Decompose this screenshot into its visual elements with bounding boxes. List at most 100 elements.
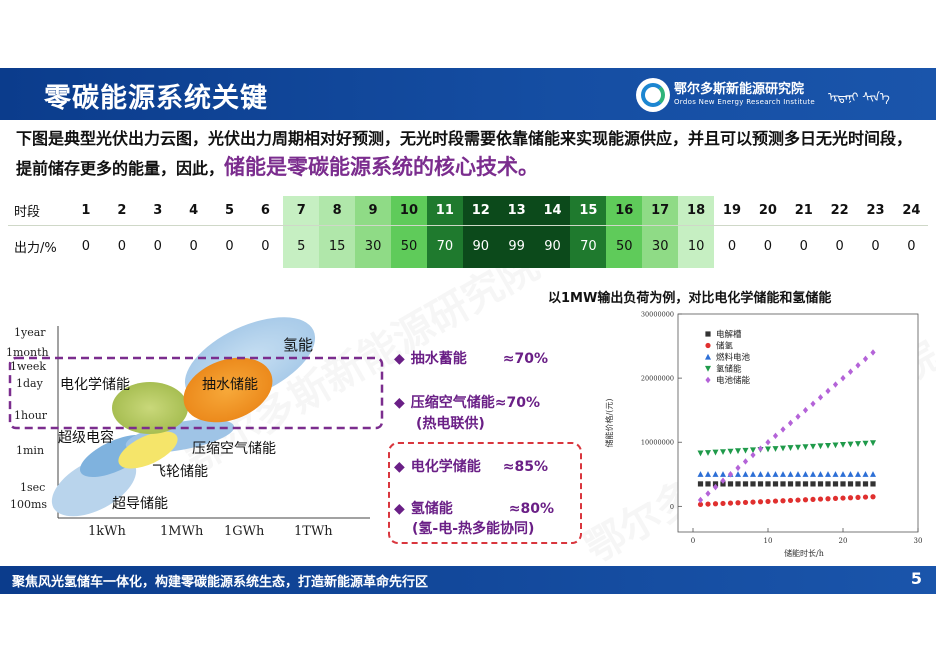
plot-frame xyxy=(677,313,919,533)
page-number: 5 xyxy=(910,569,922,588)
efficiency-name: 氢储能 xyxy=(410,501,453,517)
data-point xyxy=(712,481,719,487)
data-point xyxy=(742,499,749,506)
data-point xyxy=(765,471,771,477)
data-point xyxy=(765,446,771,453)
output-cell: 99 xyxy=(498,224,535,268)
output-cell: 90 xyxy=(462,224,499,268)
data-point xyxy=(705,365,711,372)
row-label-hour: 时段 xyxy=(14,204,41,220)
data-point xyxy=(742,471,749,477)
data-point xyxy=(712,501,719,507)
label-electrochem: 电化学储能 xyxy=(60,377,130,393)
hour-cell: 4 xyxy=(189,202,199,218)
data-point xyxy=(870,494,876,500)
series-triangle-up xyxy=(697,471,876,477)
data-point xyxy=(840,481,846,487)
data-point xyxy=(787,445,794,451)
efficiency-value: ≈85% xyxy=(502,459,549,475)
row-label-output: 出力/% xyxy=(14,240,57,256)
data-point xyxy=(810,443,816,450)
hour-cell: 10 xyxy=(391,196,427,224)
data-point xyxy=(772,498,779,504)
footer-bar: 聚焦风光氢储车一体化，构建零碳能源系统生态，打造新能源革命先行区 5 xyxy=(0,566,936,594)
legend-label: 电池储能 xyxy=(716,375,751,386)
data-point xyxy=(817,471,824,477)
data-point xyxy=(832,471,839,477)
data-point xyxy=(855,362,861,369)
data-point xyxy=(795,497,801,503)
data-point xyxy=(840,374,846,382)
data-point xyxy=(750,451,756,459)
data-point xyxy=(720,481,726,487)
output-cell: 10 xyxy=(678,224,715,268)
footer-slogan: 聚焦风光氢储车一体化，构建零碳能源系统生态，打造新能源革命先行区 xyxy=(12,575,429,590)
data-point xyxy=(817,496,824,502)
data-point xyxy=(735,481,741,487)
output-cell: 15 xyxy=(319,224,356,268)
data-point xyxy=(705,471,711,477)
data-point xyxy=(795,481,801,487)
data-point xyxy=(855,494,861,501)
compare-title: 以1MW输出负荷为例，对比电化学储能和氢储能 xyxy=(548,291,832,306)
data-point xyxy=(840,495,846,501)
data-point xyxy=(712,471,719,477)
price-comparison-chart: 0 10 20 30 0 10000000 20000000 30000000 储能时长/h 储能… xyxy=(604,311,923,559)
org-name-en: Ordos New Energy Research Institute xyxy=(674,98,815,106)
efficiency-name: 电化学储能 xyxy=(410,459,481,475)
data-point xyxy=(757,445,764,452)
efficiency-name: 压缩空气储能≈70% xyxy=(410,395,541,411)
data-point xyxy=(697,501,704,508)
org-name-mongolian: ᠡᠷᠳᠡᠨᠢ ᠰᠢᠨ᠎ᠡ xyxy=(828,90,890,104)
data-point xyxy=(742,481,749,487)
y-tick-1min: 1min xyxy=(16,444,45,457)
label-hydrogen: 氢能 xyxy=(283,336,314,354)
output-cell: 0 xyxy=(225,238,234,254)
y-tick-label: 30000000 xyxy=(641,311,674,319)
org-name: 鄂尔多斯新能源研究院 Ordos New Energy Research Ins… xyxy=(674,78,815,106)
hour-cell: 21 xyxy=(794,202,813,218)
data-point xyxy=(750,499,756,505)
data-point xyxy=(750,447,756,454)
efficiency-item: ◆ 氢储能 ≈80% xyxy=(394,498,554,518)
highlight-box-day xyxy=(8,356,384,430)
hour-cell: 9 xyxy=(355,196,392,224)
hour-cell: 5 xyxy=(224,202,235,218)
data-point xyxy=(870,349,876,356)
series-square xyxy=(697,481,876,487)
pv-output-table: 时段 1 2 3 4 5 6 7 8 9 10 11 12 13 14 15 16 17 18 19 20 21 22 23 2… xyxy=(8,196,929,268)
data-point xyxy=(720,500,726,507)
data-point xyxy=(772,481,779,487)
x-tick-1mwh: 1MWh xyxy=(160,524,204,539)
data-point xyxy=(847,441,854,448)
data-point xyxy=(825,481,831,487)
hour-cell: 13 xyxy=(498,196,535,224)
legend-label: 氢储能 xyxy=(716,364,742,375)
data-point xyxy=(862,481,869,487)
hour-cell: 18 xyxy=(678,196,715,224)
data-point xyxy=(705,490,711,497)
data-point xyxy=(802,481,809,487)
series-diamond xyxy=(697,349,876,504)
output-cell: 0 xyxy=(117,238,126,254)
data-point xyxy=(855,441,861,447)
data-point xyxy=(712,483,719,491)
x-tick-label: 30 xyxy=(914,537,923,545)
efficiency-value: ≈80% xyxy=(508,501,555,517)
data-point xyxy=(795,471,801,477)
data-point xyxy=(735,464,741,472)
data-point xyxy=(847,471,854,477)
legend-label: 燃料电池 xyxy=(716,352,751,363)
data-point xyxy=(810,481,816,487)
bubble-pumped xyxy=(183,357,273,423)
data-point xyxy=(705,342,711,349)
intro-highlight: 储能是零碳能源系统的核心技术。 xyxy=(224,155,540,179)
data-point xyxy=(780,471,786,477)
data-point xyxy=(765,481,771,487)
efficiency-item: ◆ 电化学储能 ≈85% xyxy=(394,456,548,476)
data-point xyxy=(757,481,764,487)
data-point xyxy=(765,498,771,505)
data-point xyxy=(720,477,726,484)
data-point xyxy=(705,501,711,507)
data-point xyxy=(727,448,734,455)
